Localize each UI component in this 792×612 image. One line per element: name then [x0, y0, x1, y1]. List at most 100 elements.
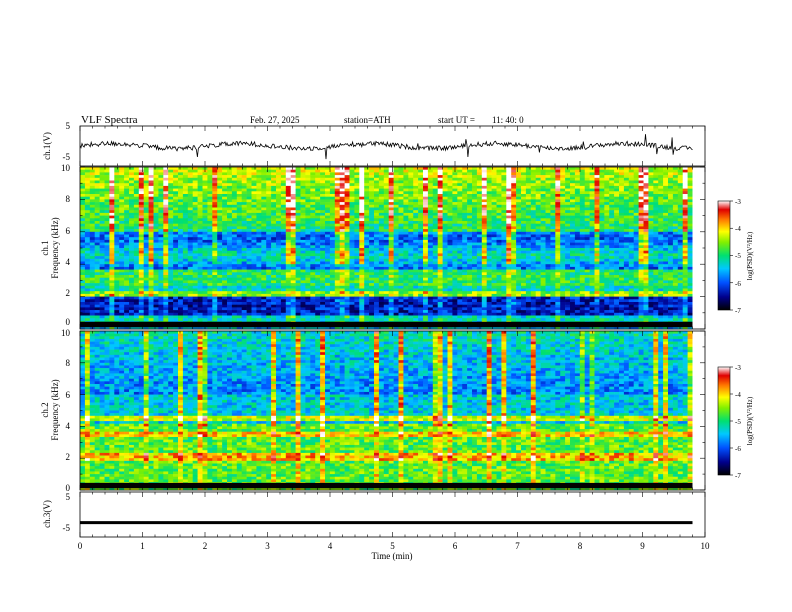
spectrogram-cell [481, 172, 487, 176]
spectrogram-cell [109, 231, 115, 235]
spectrogram-cell [687, 188, 693, 192]
spectrogram-cell [84, 188, 91, 192]
spectrogram-cell [486, 266, 492, 270]
spectrogram-cell [197, 248, 203, 251]
spectrogram-cell [271, 183, 277, 187]
spectrogram-cell [227, 212, 233, 216]
spectrogram-cell [212, 258, 218, 262]
spectrogram-cell [594, 239, 600, 243]
spectrogram-cell [486, 172, 492, 176]
spectrogram-cell [486, 194, 492, 197]
spectrogram-cell [609, 218, 615, 222]
spectrogram-cell [94, 185, 100, 189]
spectrogram-cell [496, 245, 502, 249]
spectrogram-cell [599, 234, 605, 238]
spectrogram-cell [349, 250, 355, 254]
spectrogram-cell [119, 269, 125, 273]
spectrogram-cell [158, 183, 164, 187]
spectrogram-cell [614, 231, 620, 235]
spectrogram-cell [687, 172, 693, 176]
spectrogram-cell [481, 202, 487, 206]
spectrogram-cell [143, 248, 149, 251]
spectrogram-cell [388, 250, 394, 254]
spectrogram-cell [481, 258, 487, 262]
spectrogram-cell [310, 188, 316, 192]
spectrogram-cell [320, 202, 326, 206]
spectrogram-cell [197, 261, 203, 265]
spectrogram-cell [227, 207, 233, 211]
spectrogram-cell [579, 234, 585, 238]
spectrogram-cell [447, 258, 453, 262]
spectrogram-cell [393, 239, 399, 243]
spectrogram-cell [560, 253, 566, 257]
spectrogram-cell [550, 215, 556, 219]
spectrogram-cell [163, 239, 169, 243]
spectrogram-cell [682, 188, 688, 192]
spectrogram-cell [668, 175, 674, 179]
spectrogram-cell [246, 202, 252, 206]
spectrogram-cell [276, 242, 282, 246]
spectrogram-cell [148, 188, 154, 192]
spectrogram-cell [227, 196, 233, 200]
spectrogram-cell [339, 223, 345, 227]
spectrogram-cell [614, 261, 620, 265]
spectrogram-cell [427, 172, 434, 176]
spectrogram-cell [589, 237, 595, 241]
spectrogram-cell [393, 261, 399, 265]
spectrogram-cell [207, 231, 213, 235]
spectrogram-cell [202, 245, 208, 249]
spectrogram-cell [104, 229, 110, 233]
spectrogram-cell [653, 185, 659, 189]
spectrogram-cell [496, 188, 502, 192]
spectrogram-cell [525, 172, 532, 176]
spectrogram-cell [516, 261, 522, 265]
spectrogram-cell [476, 177, 483, 181]
ch1-spectrogram [80, 167, 705, 330]
spectrogram-cell [506, 180, 512, 184]
spectrogram-cell [246, 210, 252, 214]
spectrogram-cell [354, 169, 360, 173]
spectrogram-cell [231, 172, 238, 176]
spectrogram-cell [628, 248, 634, 251]
spectrogram-cell [300, 177, 306, 181]
spectrogram-cell [633, 212, 639, 216]
spectrogram-cell [80, 212, 86, 216]
spectrogram-cell [378, 175, 385, 179]
spectrogram-cell [212, 229, 218, 233]
spectrogram-cell [285, 248, 291, 251]
spectrogram-cell [148, 215, 154, 219]
spectrogram-cell [261, 264, 267, 268]
spectrogram-cell [599, 269, 605, 273]
spectrogram-cell [349, 210, 355, 214]
spectrogram-cell [94, 223, 100, 227]
spectrogram-cell [266, 264, 272, 268]
spectrogram-cell [148, 180, 154, 184]
spectrogram-cell [207, 261, 213, 265]
spectrogram-cell [143, 261, 149, 265]
spectrogram-cell [329, 245, 336, 249]
spectrogram-cell [369, 185, 375, 189]
spectrogram-cell [398, 183, 404, 187]
spectrogram-cell [153, 226, 159, 230]
spectrogram-cell [236, 188, 242, 192]
spectrogram-cell [89, 261, 95, 265]
spectrogram-cell [491, 237, 497, 241]
spectrogram-cell [545, 269, 551, 273]
spectrogram-cell [638, 199, 644, 203]
spectrogram-cell [668, 250, 674, 254]
spectrogram-cell [207, 196, 213, 200]
spectrogram-cell [359, 248, 365, 251]
spectrogram-cell [231, 242, 238, 246]
spectrogram-cell [256, 185, 262, 189]
spectrogram-cell [447, 167, 453, 170]
spectrogram-cell [579, 196, 585, 200]
spectrogram-cell [521, 242, 527, 246]
spectrogram-cell [472, 253, 478, 257]
spectrogram-cell [658, 242, 664, 246]
spectrogram-cell [486, 180, 492, 184]
spectrogram-cell [173, 199, 179, 203]
spectrogram-cell [251, 234, 257, 238]
spectrogram-cell [584, 237, 590, 241]
spectrogram-cell [447, 185, 453, 189]
spectrogram-cell [418, 172, 424, 176]
